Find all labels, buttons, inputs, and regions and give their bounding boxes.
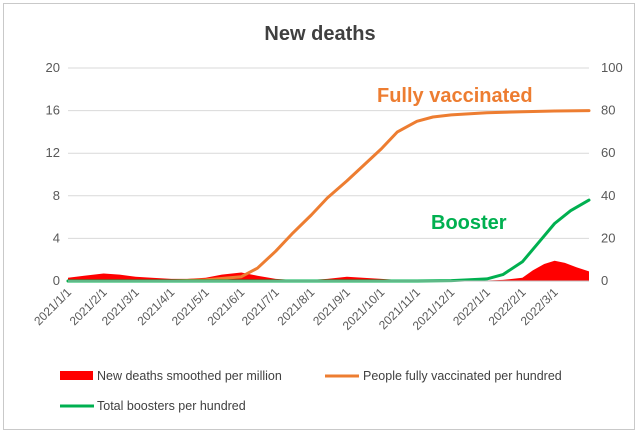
legend: New deaths smoothed per million People f… — [60, 369, 562, 413]
series-area-deaths — [68, 260, 589, 281]
y-left-tick-label: 12 — [46, 145, 60, 160]
y-right-tick-label: 80 — [601, 103, 615, 118]
x-tick-label: 2021/1/1 — [31, 285, 74, 328]
x-tick-label: 2021/7/1 — [239, 285, 282, 328]
y-right-tick-label: 0 — [601, 273, 608, 288]
fully-vaccinated-annotation: Fully vaccinated — [377, 85, 533, 107]
y-left-tick-label: 0 — [53, 273, 60, 288]
x-tick-label: 2022/1/1 — [450, 285, 493, 328]
legend-label-deaths: New deaths smoothed per million — [97, 369, 282, 383]
y-left-tick-label: 20 — [46, 60, 60, 75]
y-left-tick-label: 16 — [46, 103, 60, 118]
chart-svg: New deaths 0 4 8 12 16 20 0 20 40 60 80 100 2021/1/1… — [31, 23, 623, 413]
booster-annotation: Booster — [431, 212, 507, 234]
y-right-tick-label: 40 — [601, 188, 615, 203]
legend-label-vaccinated: People fully vaccinated per hundred — [363, 369, 562, 383]
x-tick-label: 2021/5/1 — [169, 285, 212, 328]
y-right-tick-label: 60 — [601, 145, 615, 160]
y-right-tick-label: 100 — [601, 60, 623, 75]
chart-title: New deaths — [264, 23, 375, 45]
y-left-tick-label: 8 — [53, 188, 60, 203]
x-tick-label: 2021/8/1 — [274, 285, 317, 328]
chart-frame: New deaths 0 4 8 12 16 20 0 20 40 60 80 100 2021/1/1… — [3, 3, 635, 430]
legend-swatch-deaths — [60, 371, 93, 380]
series-line-boosters — [66, 198, 591, 283]
y-left-tick-label: 4 — [53, 230, 60, 245]
legend-label-boosters: Total boosters per hundred — [97, 399, 246, 413]
y-right-tick-label: 20 — [601, 230, 615, 245]
area-layer — [68, 260, 589, 281]
